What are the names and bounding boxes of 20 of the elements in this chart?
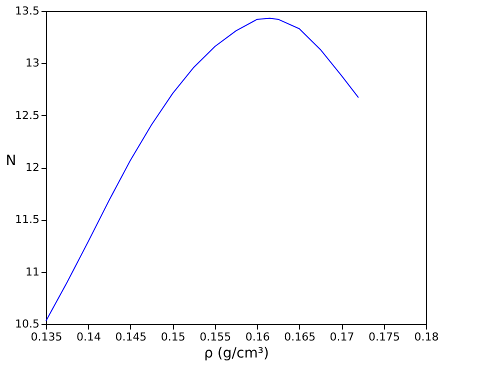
x-tick-label: 0.165 (284, 330, 316, 344)
y-axis-title: N (6, 153, 16, 169)
x-tick-label: 0.175 (368, 330, 400, 344)
x-tick-label: 0.16 (245, 330, 270, 344)
x-tick-label: 0.18 (414, 330, 439, 344)
y-tick-label: 12.5 (15, 108, 40, 122)
line-series (46, 18, 359, 322)
x-tick-label: 0.135 (30, 330, 62, 344)
y-tick-label: 11.5 (15, 213, 40, 226)
x-tick-label: 0.145 (115, 330, 147, 344)
y-tick-label: 13 (26, 56, 40, 70)
x-tick-label: 0.15 (160, 330, 186, 344)
x-tick-label: 0.17 (330, 330, 354, 344)
y-tick-label: 12 (26, 161, 40, 174)
x-tick-label: 0.14 (76, 330, 101, 344)
y-tick-label: 10.5 (15, 318, 40, 330)
x-tick-label: 0.155 (200, 330, 232, 344)
y-tick-label: 13.5 (15, 4, 40, 18)
y-tick-label: 11 (26, 265, 40, 278)
x-axis-title: ρ (g/cm³) (204, 346, 269, 362)
